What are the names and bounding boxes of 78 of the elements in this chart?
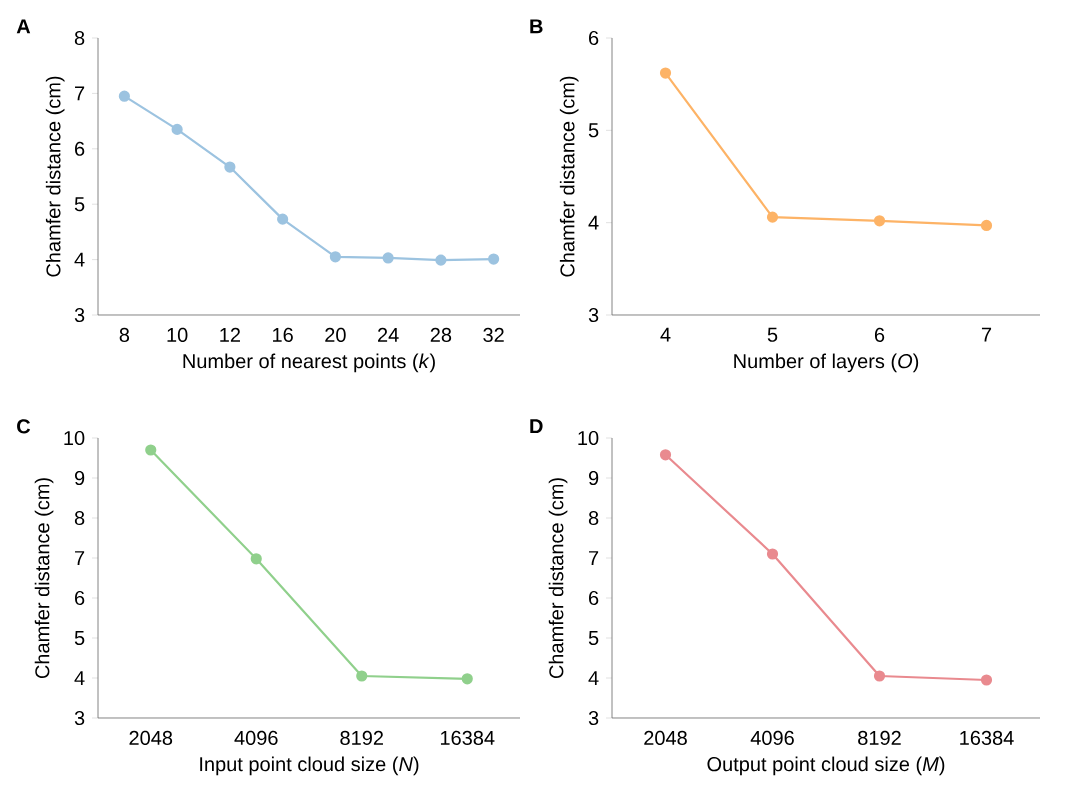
y-tick-label: 10 xyxy=(64,430,85,446)
y-axis-title: Chamfer distance (cm) xyxy=(34,478,54,679)
y-tick-label: 6 xyxy=(589,590,599,606)
x-tick-label: 32 xyxy=(483,327,504,343)
y-tick-label: 9 xyxy=(588,470,599,486)
x-tick-label: 4 xyxy=(660,327,671,342)
x-tick-label: 10 xyxy=(167,327,188,343)
point xyxy=(118,90,130,102)
point xyxy=(980,219,993,232)
y-tick-label: 5 xyxy=(588,123,599,138)
x-tick-label: 8192 xyxy=(858,730,901,746)
y-axis-title: Chamfer distance (cm) xyxy=(559,76,579,277)
y-axis-title: Chamfer distance (cm) xyxy=(45,76,65,277)
chart-title: C xyxy=(17,419,31,434)
x-tick-label: 2048 xyxy=(644,730,687,746)
point xyxy=(873,215,886,227)
point xyxy=(224,161,236,173)
point xyxy=(488,253,500,265)
y-tick-label: 8 xyxy=(588,510,599,526)
x-tick-label: 7 xyxy=(981,327,992,342)
y-tick-label: 4 xyxy=(74,671,85,685)
y-tick-label: 7 xyxy=(589,551,599,565)
x-tick-label: 20 xyxy=(325,327,346,343)
y-tick-label: 5 xyxy=(588,631,599,645)
x-tick-label: 4096 xyxy=(234,730,278,746)
y-tick-label: 6 xyxy=(75,141,85,156)
x-tick-label: 16384 xyxy=(440,730,495,746)
x-tick-label: 2048 xyxy=(129,730,173,746)
y-tick-label: 9 xyxy=(74,470,85,486)
point xyxy=(171,123,183,136)
point xyxy=(277,213,289,225)
x-tick-label: 8 xyxy=(119,327,130,343)
x-tick-label: 5 xyxy=(767,327,778,342)
y-tick-label: 7 xyxy=(75,551,85,565)
y-tick-label: 3 xyxy=(588,710,599,726)
y-tick-label: 3 xyxy=(74,307,85,323)
point xyxy=(145,444,157,456)
point xyxy=(435,254,447,266)
y-tick-label: 4 xyxy=(588,671,599,685)
point xyxy=(980,674,993,686)
y-tick-label: 4 xyxy=(588,215,599,230)
x-tick-label: 4096 xyxy=(750,730,794,746)
chart-title: D xyxy=(530,419,543,434)
chart-title: A xyxy=(16,19,31,34)
point xyxy=(873,670,886,682)
y-tick-label: 3 xyxy=(74,710,85,726)
point xyxy=(659,67,672,79)
y-axis-title: Chamfer distance (cm) xyxy=(548,478,568,679)
point xyxy=(329,251,341,263)
y-tick-label: 8 xyxy=(74,510,85,526)
y-tick-label: 6 xyxy=(589,30,599,46)
x-axis-title: Number of nearest points (k) xyxy=(183,353,435,373)
y-tick-label: 8 xyxy=(74,30,85,46)
y-tick-label: 5 xyxy=(74,631,85,645)
y-tick-label: 10 xyxy=(578,430,599,446)
chart-title: B xyxy=(530,19,543,34)
x-axis-title: Output point cloud size (M) xyxy=(707,756,945,776)
y-tick-label: 7 xyxy=(75,86,85,101)
point xyxy=(250,553,262,565)
point xyxy=(382,252,394,264)
x-tick-label: 16 xyxy=(273,327,293,343)
point xyxy=(766,548,779,560)
x-tick-label: 16384 xyxy=(960,730,1014,746)
x-axis-title: Input point cloud size (N) xyxy=(200,756,419,776)
x-tick-label: 6 xyxy=(874,327,885,343)
point xyxy=(461,673,473,685)
x-tick-label: 12 xyxy=(220,327,240,342)
x-tick-label: 24 xyxy=(378,327,399,342)
point xyxy=(356,670,368,682)
y-tick-label: 3 xyxy=(588,307,599,323)
x-tick-label: 8192 xyxy=(340,730,383,746)
point xyxy=(659,449,672,461)
x-axis-title: Number of layers (O) xyxy=(734,353,919,373)
y-tick-label: 5 xyxy=(74,197,85,212)
y-tick-label: 4 xyxy=(74,252,85,267)
x-tick-label: 28 xyxy=(430,327,452,343)
point xyxy=(766,211,779,223)
y-tick-label: 6 xyxy=(75,590,85,606)
